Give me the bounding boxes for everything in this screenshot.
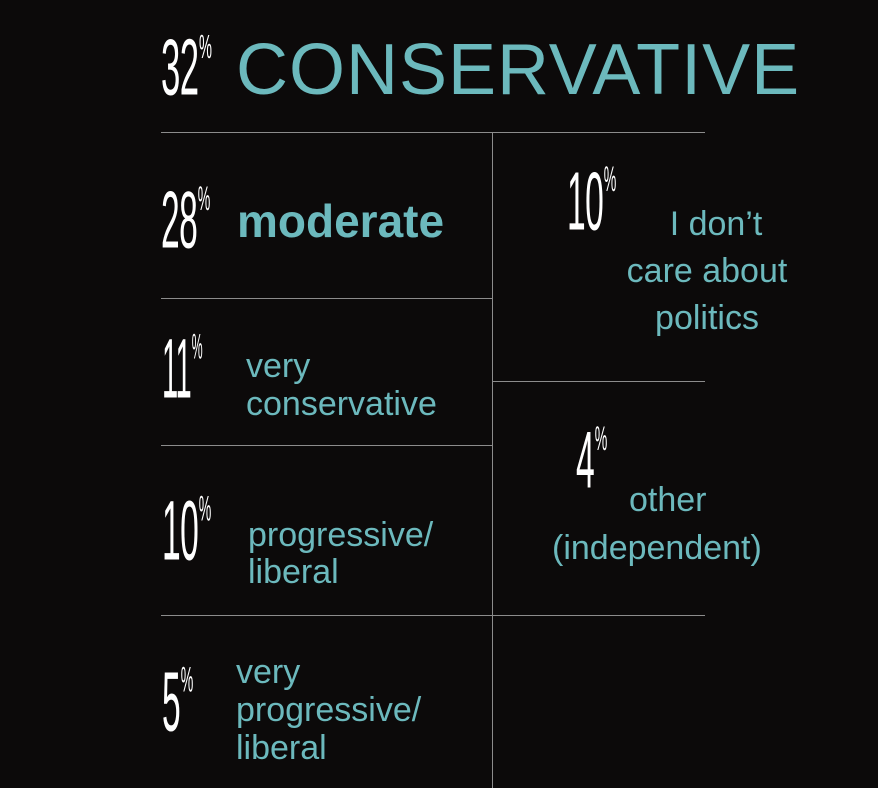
stat-very-progressive-value: 5% xyxy=(162,654,194,749)
percent-sign: % xyxy=(198,488,212,528)
stat-dont-care-value: 10% xyxy=(567,154,617,248)
label-line: care about xyxy=(626,251,788,290)
label-line: (independent) xyxy=(552,529,762,568)
label-line: very xyxy=(246,347,311,385)
label-text: CONSERVATIVE xyxy=(236,30,801,110)
stat-conservative-label: CONSERVATIVE xyxy=(236,34,800,106)
rule-top xyxy=(161,132,705,133)
percent-number: 10 xyxy=(162,483,199,578)
stat-other-value: 4% xyxy=(576,414,608,505)
percent-sign: % xyxy=(180,659,194,699)
rule-left-2 xyxy=(161,445,492,446)
percent-number: 32 xyxy=(161,22,199,112)
rule-right-1 xyxy=(493,381,705,382)
percent-sign: % xyxy=(197,179,211,218)
rule-left-3 xyxy=(161,615,705,616)
percent-number: 5 xyxy=(162,654,181,749)
label-line: very xyxy=(236,653,301,691)
label-line: conservative xyxy=(246,385,437,424)
percent-number: 11 xyxy=(162,321,192,416)
label-line: liberal xyxy=(248,553,339,592)
label-line: I don’t xyxy=(669,205,763,243)
stat-dont-care-label: I don’t care about politics xyxy=(607,201,807,342)
label-line: progressive/ xyxy=(236,691,422,730)
percent-number: 28 xyxy=(161,174,198,265)
rule-left-1 xyxy=(161,298,492,299)
stat-very-conservative-label: very conservative xyxy=(246,347,437,423)
stat-very-progressive-label: very progressive/ liberal xyxy=(236,653,421,767)
stat-other-label: other (independent) xyxy=(552,476,812,573)
label-line: politics xyxy=(655,298,759,337)
stat-progressive-value: 10% xyxy=(162,483,212,578)
label-line: progressive/ xyxy=(248,516,434,554)
percent-number: 4 xyxy=(576,414,595,505)
percent-sign: % xyxy=(594,419,608,458)
stat-moderate-value: 28% xyxy=(161,174,211,265)
percent-number: 10 xyxy=(567,154,604,248)
stat-progressive-label: progressive/ liberal xyxy=(248,516,434,592)
label-text: moderate xyxy=(237,195,445,247)
label-line: other xyxy=(629,481,707,519)
stat-very-conservative-value: 11% xyxy=(162,321,203,416)
stat-conservative-value: 32% xyxy=(161,22,212,112)
percent-sign: % xyxy=(199,27,212,65)
label-line: liberal xyxy=(236,729,327,768)
percent-sign: % xyxy=(191,326,203,366)
percent-sign: % xyxy=(603,159,617,199)
stat-moderate-label: moderate xyxy=(237,198,444,244)
rule-center xyxy=(492,133,493,788)
